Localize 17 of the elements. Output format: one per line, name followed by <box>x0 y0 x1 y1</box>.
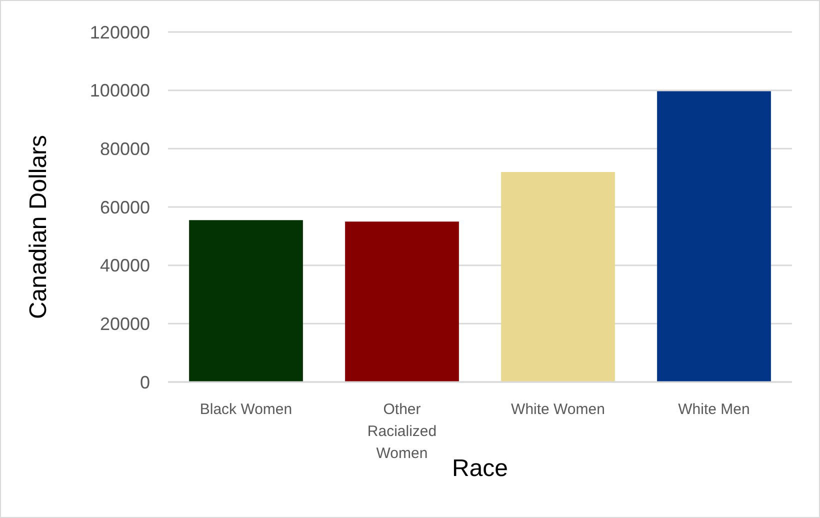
x-axis-title: Race <box>452 455 508 482</box>
bar <box>345 222 459 382</box>
x-tick-label: White Men <box>678 401 750 418</box>
x-tick-label: Other Racialized Women <box>367 401 437 462</box>
bar <box>501 172 615 382</box>
y-axis-title: Canadian Dollars <box>25 134 52 320</box>
y-tick-label: 100000 <box>90 80 150 101</box>
y-tick-label: 60000 <box>100 197 150 218</box>
y-tick-label: 120000 <box>90 22 150 42</box>
bar <box>657 91 771 382</box>
y-tick-label: 20000 <box>100 314 150 334</box>
y-tick-label: 0 <box>140 372 150 392</box>
y-tick-label: 80000 <box>100 138 150 159</box>
bar <box>189 220 303 382</box>
x-tick-label: Black Women <box>200 401 292 418</box>
y-tick-label: 40000 <box>100 256 150 276</box>
x-tick-label: White Women <box>511 401 605 418</box>
